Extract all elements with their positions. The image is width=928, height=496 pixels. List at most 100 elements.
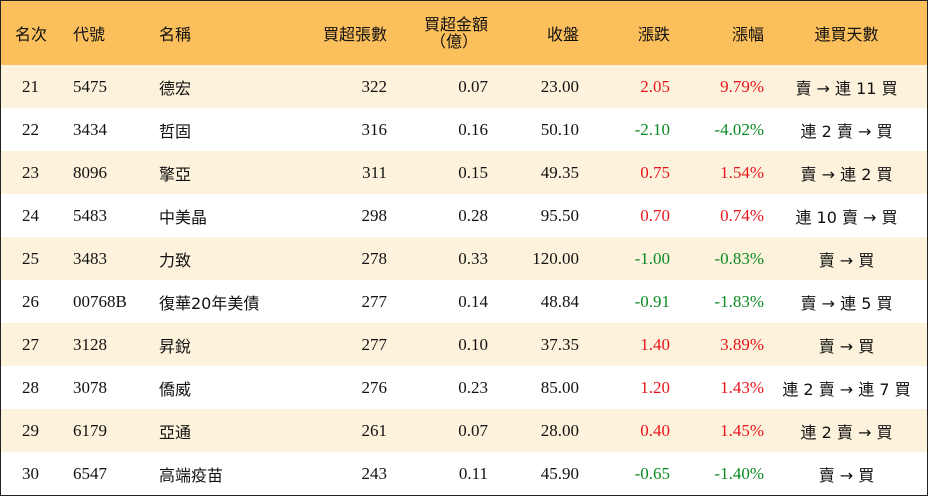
- table-row[interactable]: 29 6179 亞通 261 0.07 28.00 0.40 1.45% 連 2 賣 → 買: [1, 409, 927, 452]
- cell-net-buy-amount: 0.07: [458, 76, 488, 96]
- cell-change-pct: -0.83%: [714, 248, 764, 268]
- cell-change: -2.10: [634, 119, 670, 139]
- table-header: 名次 代號 名稱 買超張數 買超金額 （億） 收盤 漲跌 漲幅 連買天數: [1, 1, 927, 65]
- cell-change: -0.65: [634, 463, 670, 483]
- cell-code: 5483: [73, 205, 107, 225]
- cell-streak: 賣 → 連 2 買: [800, 164, 893, 184]
- cell-net-buy-lots: 277: [361, 334, 388, 354]
- header-streak[interactable]: 連買天數: [814, 25, 879, 44]
- cell-streak: 連 2 賣 → 買: [800, 422, 893, 442]
- cell-net-buy-amount: 0.14: [458, 291, 488, 311]
- cell-net-buy-amount: 0.28: [458, 205, 488, 225]
- header-name[interactable]: 名稱: [159, 25, 192, 44]
- table-row[interactable]: 23 8096 擎亞 311 0.15 49.35 0.75 1.54% 賣 → 連 2 買: [1, 151, 927, 194]
- cell-close: 95.50: [540, 205, 579, 225]
- cell-close: 45.90: [540, 463, 579, 483]
- cell-code: 3434: [73, 119, 107, 139]
- cell-change: 1.40: [640, 334, 670, 354]
- cell-code: 6547: [73, 463, 107, 483]
- cell-change: -1.00: [634, 248, 670, 268]
- header-net-buy-amount-line2: （億）: [429, 32, 478, 51]
- cell-rank: 24: [22, 205, 39, 225]
- table-row[interactable]: 21 5475 德宏 322 0.07 23.00 2.05 9.79% 賣 → 連 11 買: [1, 65, 927, 108]
- cell-net-buy-lots: 243: [361, 463, 388, 483]
- table-row[interactable]: 30 6547 高端疫苗 243 0.11 45.90 -0.65 -1.40% 賣 → 買: [1, 452, 927, 495]
- cell-change: 0.70: [640, 205, 670, 225]
- cell-net-buy-amount: 0.33: [458, 248, 488, 268]
- cell-streak: 連 10 賣 → 買: [795, 207, 898, 227]
- cell-net-buy-amount: 0.16: [458, 119, 488, 139]
- cell-streak: 賣 → 連 11 買: [795, 78, 898, 98]
- cell-net-buy-lots: 316: [361, 119, 388, 139]
- cell-streak: 賣 → 連 5 買: [800, 293, 893, 313]
- cell-change-pct: 9.79%: [720, 76, 764, 96]
- header-net-buy-amount-line1: 買超金額: [423, 15, 488, 34]
- cell-change-pct: -4.02%: [714, 119, 764, 139]
- cell-change-pct: -1.40%: [714, 463, 764, 483]
- cell-change: 1.20: [640, 377, 670, 397]
- cell-change: 2.05: [640, 76, 670, 96]
- cell-code: 5475: [73, 76, 107, 96]
- cell-code: 3128: [73, 334, 107, 354]
- cell-net-buy-amount: 0.15: [458, 162, 488, 182]
- cell-rank: 26: [22, 291, 39, 311]
- cell-net-buy-lots: 261: [361, 420, 388, 440]
- cell-name: 昇銳: [159, 336, 192, 356]
- table-row[interactable]: 22 3434 哲固 316 0.16 50.10 -2.10 -4.02% 連 2 賣 → 買: [1, 108, 927, 151]
- table-row[interactable]: 26 00768B 復華20年美債 277 0.14 48.84 -0.91 -1.83% 賣 …: [1, 280, 927, 323]
- cell-net-buy-lots: 277: [361, 291, 388, 311]
- cell-net-buy-lots: 298: [361, 205, 388, 225]
- cell-change-pct: 0.74%: [720, 205, 764, 225]
- cell-name: 僑威: [159, 379, 192, 399]
- cell-close: 85.00: [540, 377, 579, 397]
- cell-rank: 30: [22, 463, 39, 483]
- cell-change: -0.91: [634, 291, 670, 311]
- table-row[interactable]: 27 3128 昇銳 277 0.10 37.35 1.40 3.89% 賣 → 買: [1, 323, 927, 366]
- cell-streak: 賣 → 買: [818, 250, 875, 270]
- cell-change-pct: -1.83%: [714, 291, 764, 311]
- cell-name: 復華20年美債: [159, 293, 260, 313]
- header-close[interactable]: 收盤: [546, 25, 579, 44]
- cell-code: 00768B: [73, 291, 127, 311]
- cell-name: 高端疫苗: [159, 465, 224, 485]
- cell-name: 亞通: [159, 422, 192, 442]
- cell-rank: 21: [22, 76, 39, 96]
- cell-close: 50.10: [540, 119, 579, 139]
- cell-net-buy-lots: 276: [361, 377, 388, 397]
- cell-close: 23.00: [540, 76, 579, 96]
- cell-change-pct: 1.54%: [720, 162, 764, 182]
- header-net-buy-amount[interactable]: 買超金額 （億）: [391, 1, 492, 65]
- header-change[interactable]: 漲跌: [637, 25, 670, 44]
- header-net-buy-lots[interactable]: 買超張數: [322, 25, 387, 44]
- cell-change-pct: 1.43%: [720, 377, 764, 397]
- cell-name: 中美晶: [159, 207, 208, 227]
- cell-code: 8096: [73, 162, 107, 182]
- cell-code: 3483: [73, 248, 107, 268]
- cell-name: 德宏: [159, 78, 192, 98]
- cell-streak: 連 2 賣 → 連 7 買: [782, 379, 911, 399]
- table-row[interactable]: 24 5483 中美晶 298 0.28 95.50 0.70 0.74% 連 10 賣 → 買: [1, 194, 927, 237]
- cell-rank: 22: [22, 119, 39, 139]
- table-row[interactable]: 28 3078 僑威 276 0.23 85.00 1.20 1.43% 連 2 賣 → 連 7…: [1, 366, 927, 409]
- cell-net-buy-amount: 0.07: [458, 420, 488, 440]
- cell-name: 哲固: [159, 121, 192, 141]
- cell-change: 0.75: [640, 162, 670, 182]
- cell-close: 48.84: [540, 291, 579, 311]
- cell-streak: 賣 → 買: [818, 465, 875, 485]
- cell-change-pct: 3.89%: [720, 334, 764, 354]
- header-change-pct[interactable]: 漲幅: [731, 25, 764, 44]
- cell-net-buy-amount: 0.10: [458, 334, 488, 354]
- header-rank[interactable]: 名次: [15, 25, 48, 44]
- cell-close: 28.00: [540, 420, 579, 440]
- cell-rank: 27: [22, 334, 39, 354]
- table-row[interactable]: 25 3483 力致 278 0.33 120.00 -1.00 -0.83% 賣 → 買: [1, 237, 927, 280]
- cell-change: 0.40: [640, 420, 670, 440]
- cell-rank: 29: [22, 420, 39, 440]
- cell-rank: 23: [22, 162, 39, 182]
- header-code[interactable]: 代號: [73, 25, 106, 44]
- cell-rank: 28: [22, 377, 39, 397]
- cell-code: 6179: [73, 420, 107, 440]
- cell-net-buy-lots: 278: [361, 248, 388, 268]
